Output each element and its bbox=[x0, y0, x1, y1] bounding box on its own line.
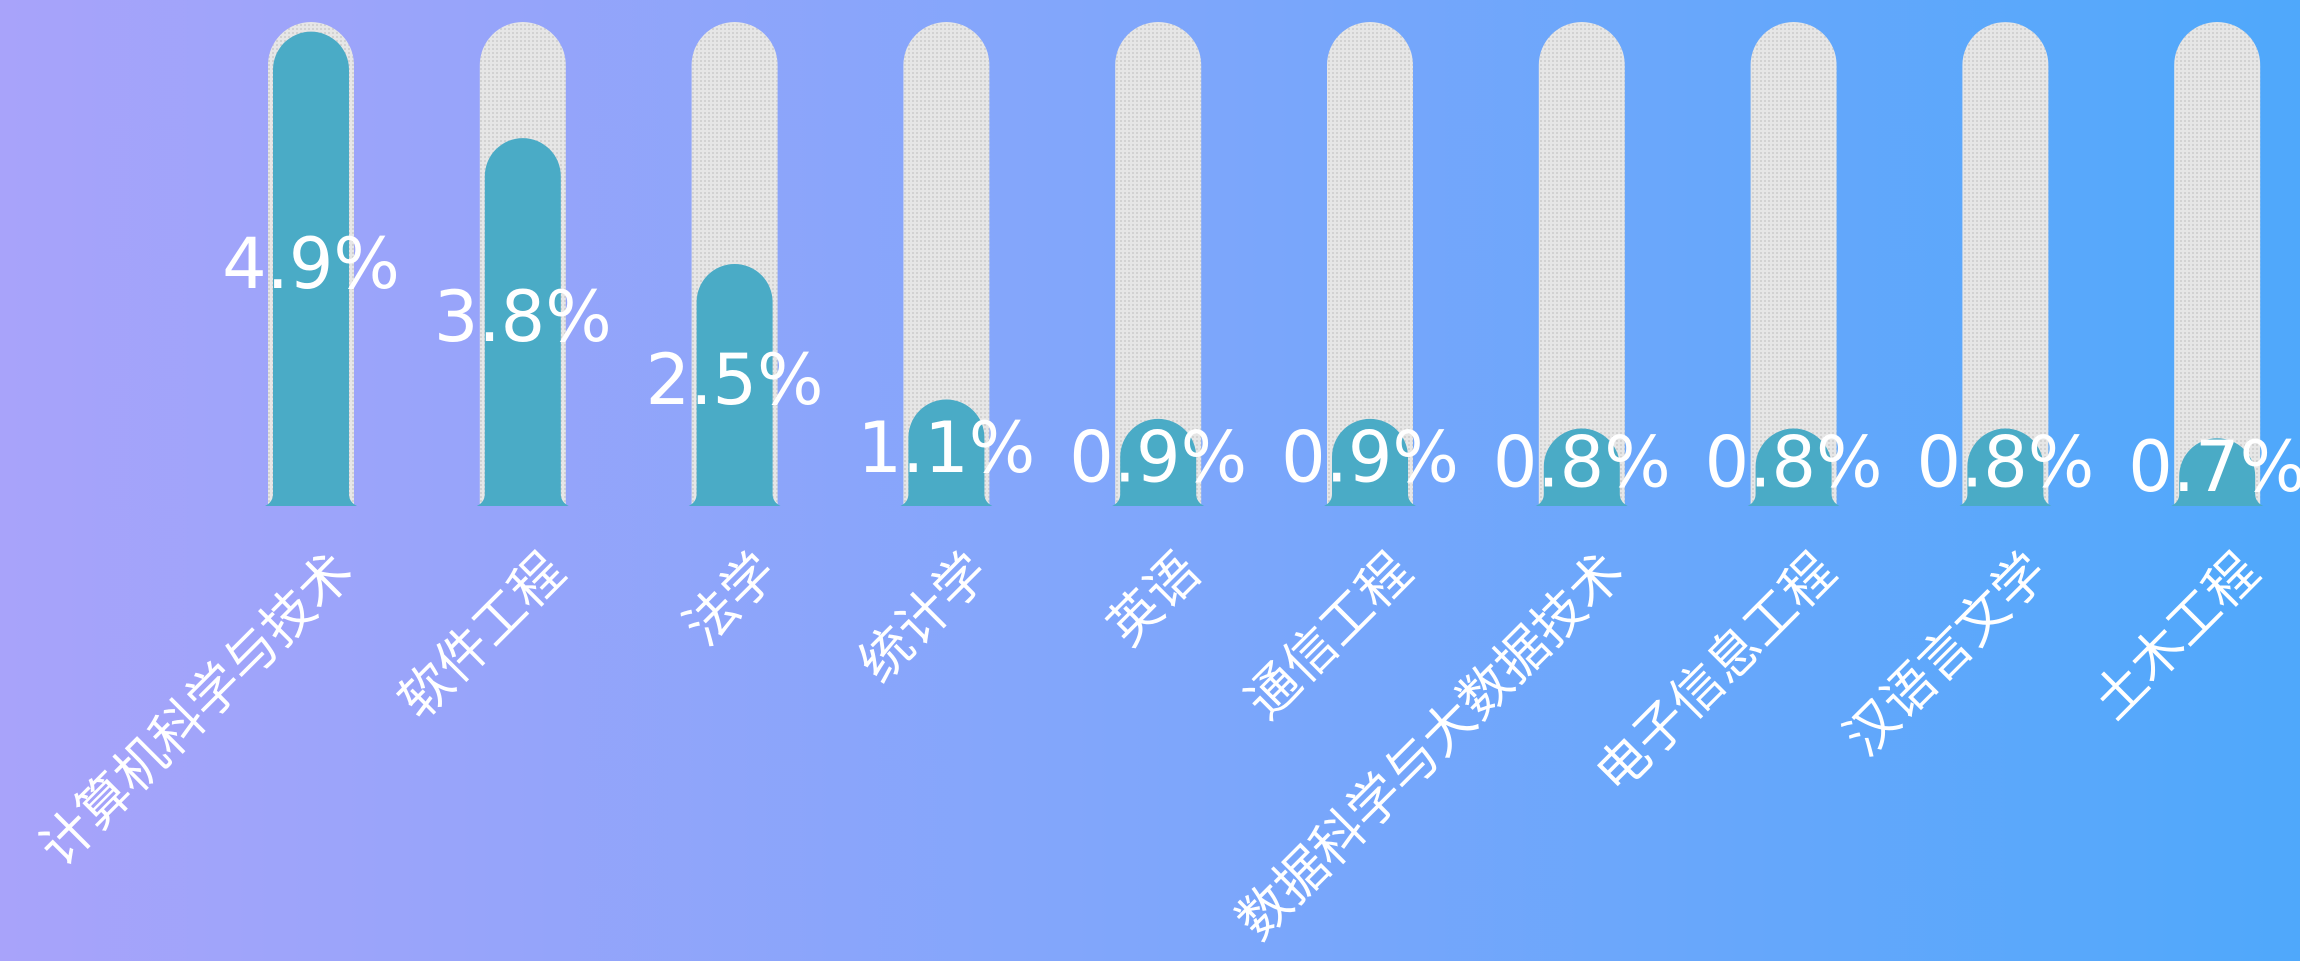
value-label: 0.8% bbox=[1493, 421, 1671, 503]
capsule-background bbox=[1538, 22, 1625, 506]
value-label: 0.9% bbox=[1281, 416, 1459, 498]
bar bbox=[2171, 438, 2264, 506]
value-label: 4.9% bbox=[222, 223, 400, 305]
value-label: 0.8% bbox=[1916, 421, 2094, 503]
bar bbox=[1959, 428, 2052, 506]
value-label: 1.1% bbox=[857, 407, 1035, 489]
value-label: 0.8% bbox=[1705, 421, 1883, 503]
bar bbox=[1324, 418, 1416, 506]
bar bbox=[688, 264, 781, 506]
value-label: 3.8% bbox=[434, 276, 612, 358]
capsule-background bbox=[1962, 22, 2049, 506]
bar bbox=[476, 138, 569, 506]
bar bbox=[1112, 418, 1205, 506]
bar bbox=[900, 399, 993, 506]
capsule-background bbox=[1750, 22, 1837, 506]
capsule-background bbox=[1327, 22, 1413, 506]
value-label: 2.5% bbox=[646, 339, 824, 421]
capsule-background bbox=[1115, 22, 1202, 506]
value-label: 0.9% bbox=[1069, 416, 1247, 498]
bar bbox=[1747, 428, 1840, 506]
bar bbox=[265, 31, 357, 507]
capsule-background bbox=[2174, 22, 2261, 506]
capsule-background bbox=[903, 22, 990, 506]
value-label: 0.7% bbox=[2128, 426, 2300, 508]
bar bbox=[1535, 428, 1628, 506]
